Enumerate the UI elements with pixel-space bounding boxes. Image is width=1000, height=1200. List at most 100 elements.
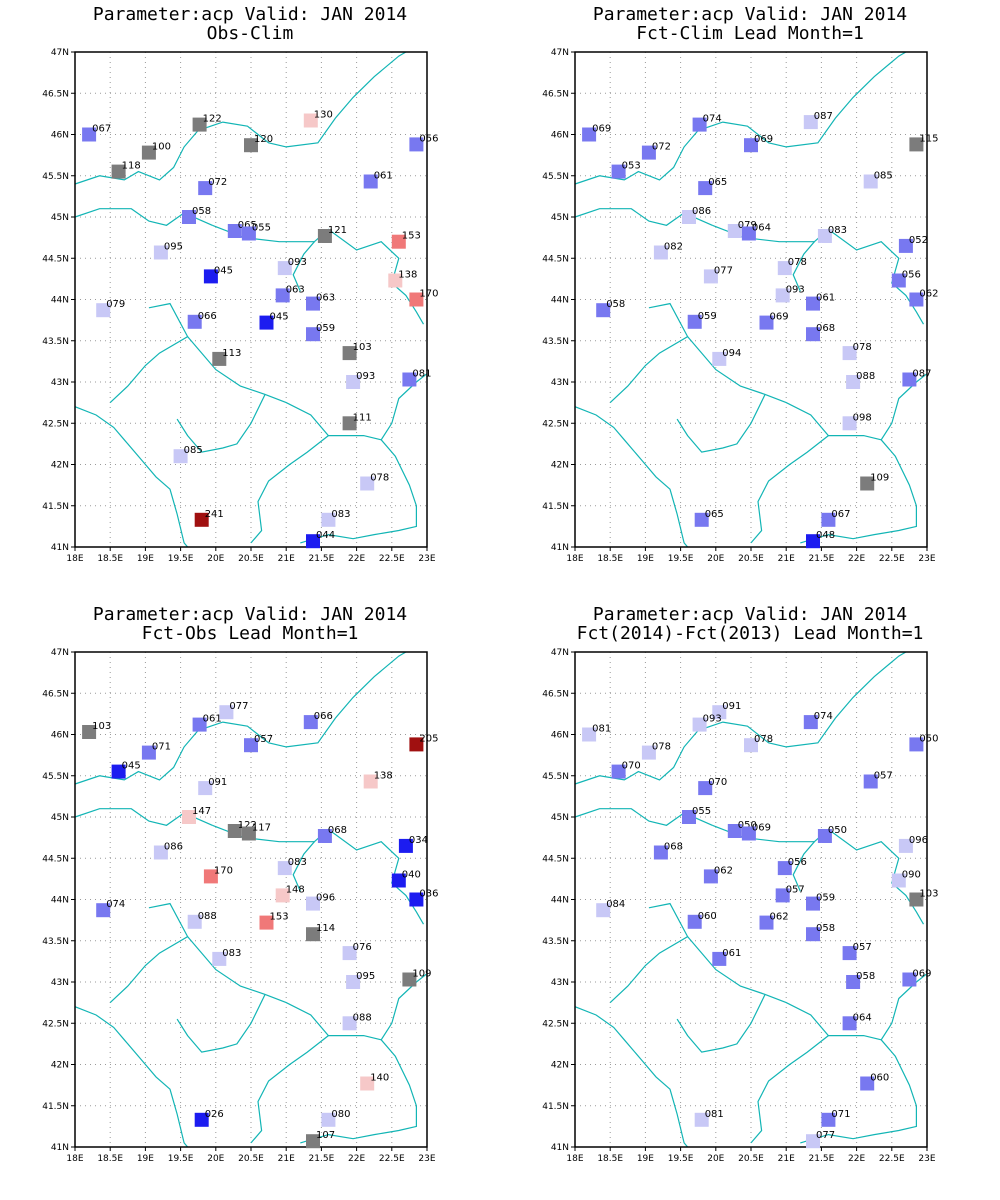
- x-tick-label: 21.5E: [809, 554, 835, 564]
- station-value-label: 120: [254, 134, 273, 145]
- border-line: [880, 973, 928, 1041]
- y-tick-label: 41N: [551, 543, 569, 553]
- x-tick-label: 18.5E: [597, 554, 623, 564]
- border-line: [750, 435, 829, 544]
- station-marker: [227, 224, 242, 238]
- station-value-label: 084: [606, 899, 625, 910]
- station-value-label: 115: [919, 133, 938, 144]
- y-tick-label: 44.5N: [42, 254, 69, 264]
- x-tick-label: 23E: [418, 554, 435, 564]
- border-lines: [74, 651, 428, 1148]
- station-marker: [703, 869, 718, 884]
- border-line: [74, 651, 407, 785]
- station-marker: [692, 717, 707, 732]
- station-value-label: 095: [164, 242, 183, 253]
- station-value-label: 070: [622, 761, 641, 772]
- station-marker: [641, 745, 656, 760]
- border-line: [176, 994, 266, 1053]
- station-marker: [141, 145, 156, 160]
- station-marker: [806, 1134, 820, 1149]
- station-value-label: 044: [316, 530, 335, 541]
- y-tick-label: 44.5N: [542, 854, 569, 864]
- station-marker: [712, 951, 727, 966]
- station-marker: [342, 416, 357, 431]
- panel-title-line1: Parameter:acp Valid: JAN 2014: [592, 604, 908, 625]
- station-marker: [682, 210, 696, 224]
- border-line: [380, 973, 428, 1041]
- x-tick-label: 19E: [637, 1154, 654, 1164]
- x-tick-label: 23E: [918, 1154, 935, 1164]
- x-tick-label: 21.5E: [309, 1154, 335, 1164]
- station-value-label: 085: [184, 445, 203, 456]
- x-tick-label: 19E: [137, 1154, 154, 1164]
- x-tick-label: 19.5E: [168, 554, 194, 564]
- station-value-label: 098: [853, 412, 872, 423]
- station-marker: [182, 210, 196, 224]
- x-tick-label: 23E: [918, 554, 935, 564]
- station-value-label: 088: [856, 371, 875, 382]
- station-value-label: 087: [912, 369, 931, 380]
- x-tick-label: 20.5E: [738, 554, 764, 564]
- border-line: [574, 651, 907, 785]
- border-line: [750, 1035, 829, 1144]
- station-marker: [641, 145, 656, 160]
- station-marker: [846, 375, 861, 389]
- x-tick-label: 18.5E: [97, 1154, 123, 1164]
- border-line: [687, 936, 882, 1041]
- station-value-label: 078: [370, 473, 389, 484]
- station-marker: [806, 896, 820, 911]
- y-tick-label: 44N: [51, 296, 69, 306]
- station-marker: [360, 476, 375, 491]
- station-value-label: 057: [786, 884, 805, 895]
- station-marker: [360, 1076, 375, 1091]
- border-line: [300, 1039, 417, 1144]
- panel-title-line1: Parameter:acp Valid: JAN 2014: [592, 4, 908, 25]
- station-value-label: 147: [192, 806, 211, 817]
- border-line: [800, 439, 917, 544]
- station-marker: [902, 372, 917, 387]
- y-tick-label: 46N: [51, 731, 69, 741]
- x-tick-label: 20E: [707, 1154, 724, 1164]
- station-value-label: 083: [222, 948, 241, 959]
- station-marker: [806, 327, 820, 342]
- station-value-label: 077: [714, 265, 733, 276]
- station-marker: [842, 346, 857, 361]
- border-line: [880, 373, 928, 441]
- station-value-label: 076: [353, 942, 372, 953]
- station-value-label: 056: [419, 133, 438, 144]
- station-value-label: 077: [816, 1130, 835, 1141]
- station-marker: [806, 296, 820, 311]
- station-value-label: 107: [316, 1130, 335, 1141]
- border-line: [292, 841, 315, 892]
- x-tick-label: 19.5E: [168, 1154, 194, 1164]
- x-tick-label: 21E: [778, 1154, 795, 1164]
- y-tick-label: 45.5N: [542, 772, 569, 782]
- station-value-label: 081: [705, 1109, 724, 1120]
- x-tick-label: 21E: [278, 1154, 295, 1164]
- station-marker: [909, 137, 924, 152]
- border-line: [176, 394, 266, 453]
- station-value-label: 111: [353, 412, 372, 423]
- station-marker: [346, 375, 361, 389]
- station-marker: [306, 896, 320, 911]
- map-panel-fct-obs: Parameter:acp Valid: JAN 2014 Fct-Obs Le…: [0, 600, 500, 1200]
- station-value-label: 122: [203, 114, 222, 125]
- station-marker: [321, 1112, 336, 1127]
- station-marker: [409, 292, 424, 307]
- y-tick-label: 43.5N: [42, 337, 69, 347]
- y-tick-label: 45N: [551, 213, 569, 223]
- x-tick-label: 21E: [778, 554, 795, 564]
- station-value-label: 057: [254, 734, 273, 745]
- station-marker: [611, 164, 626, 179]
- station-marker: [698, 181, 713, 196]
- station-value-label: 060: [870, 1073, 889, 1084]
- station-value-label: 063: [316, 293, 335, 304]
- y-tick-label: 46N: [551, 131, 569, 141]
- station-marker: [306, 327, 320, 342]
- x-tick-label: 21E: [278, 554, 295, 564]
- x-tick-label: 22E: [348, 554, 365, 564]
- station-marker: [153, 845, 168, 860]
- y-tick-label: 44.5N: [42, 854, 69, 864]
- station-value-label: 078: [652, 742, 671, 753]
- station-value-label: 077: [229, 701, 248, 712]
